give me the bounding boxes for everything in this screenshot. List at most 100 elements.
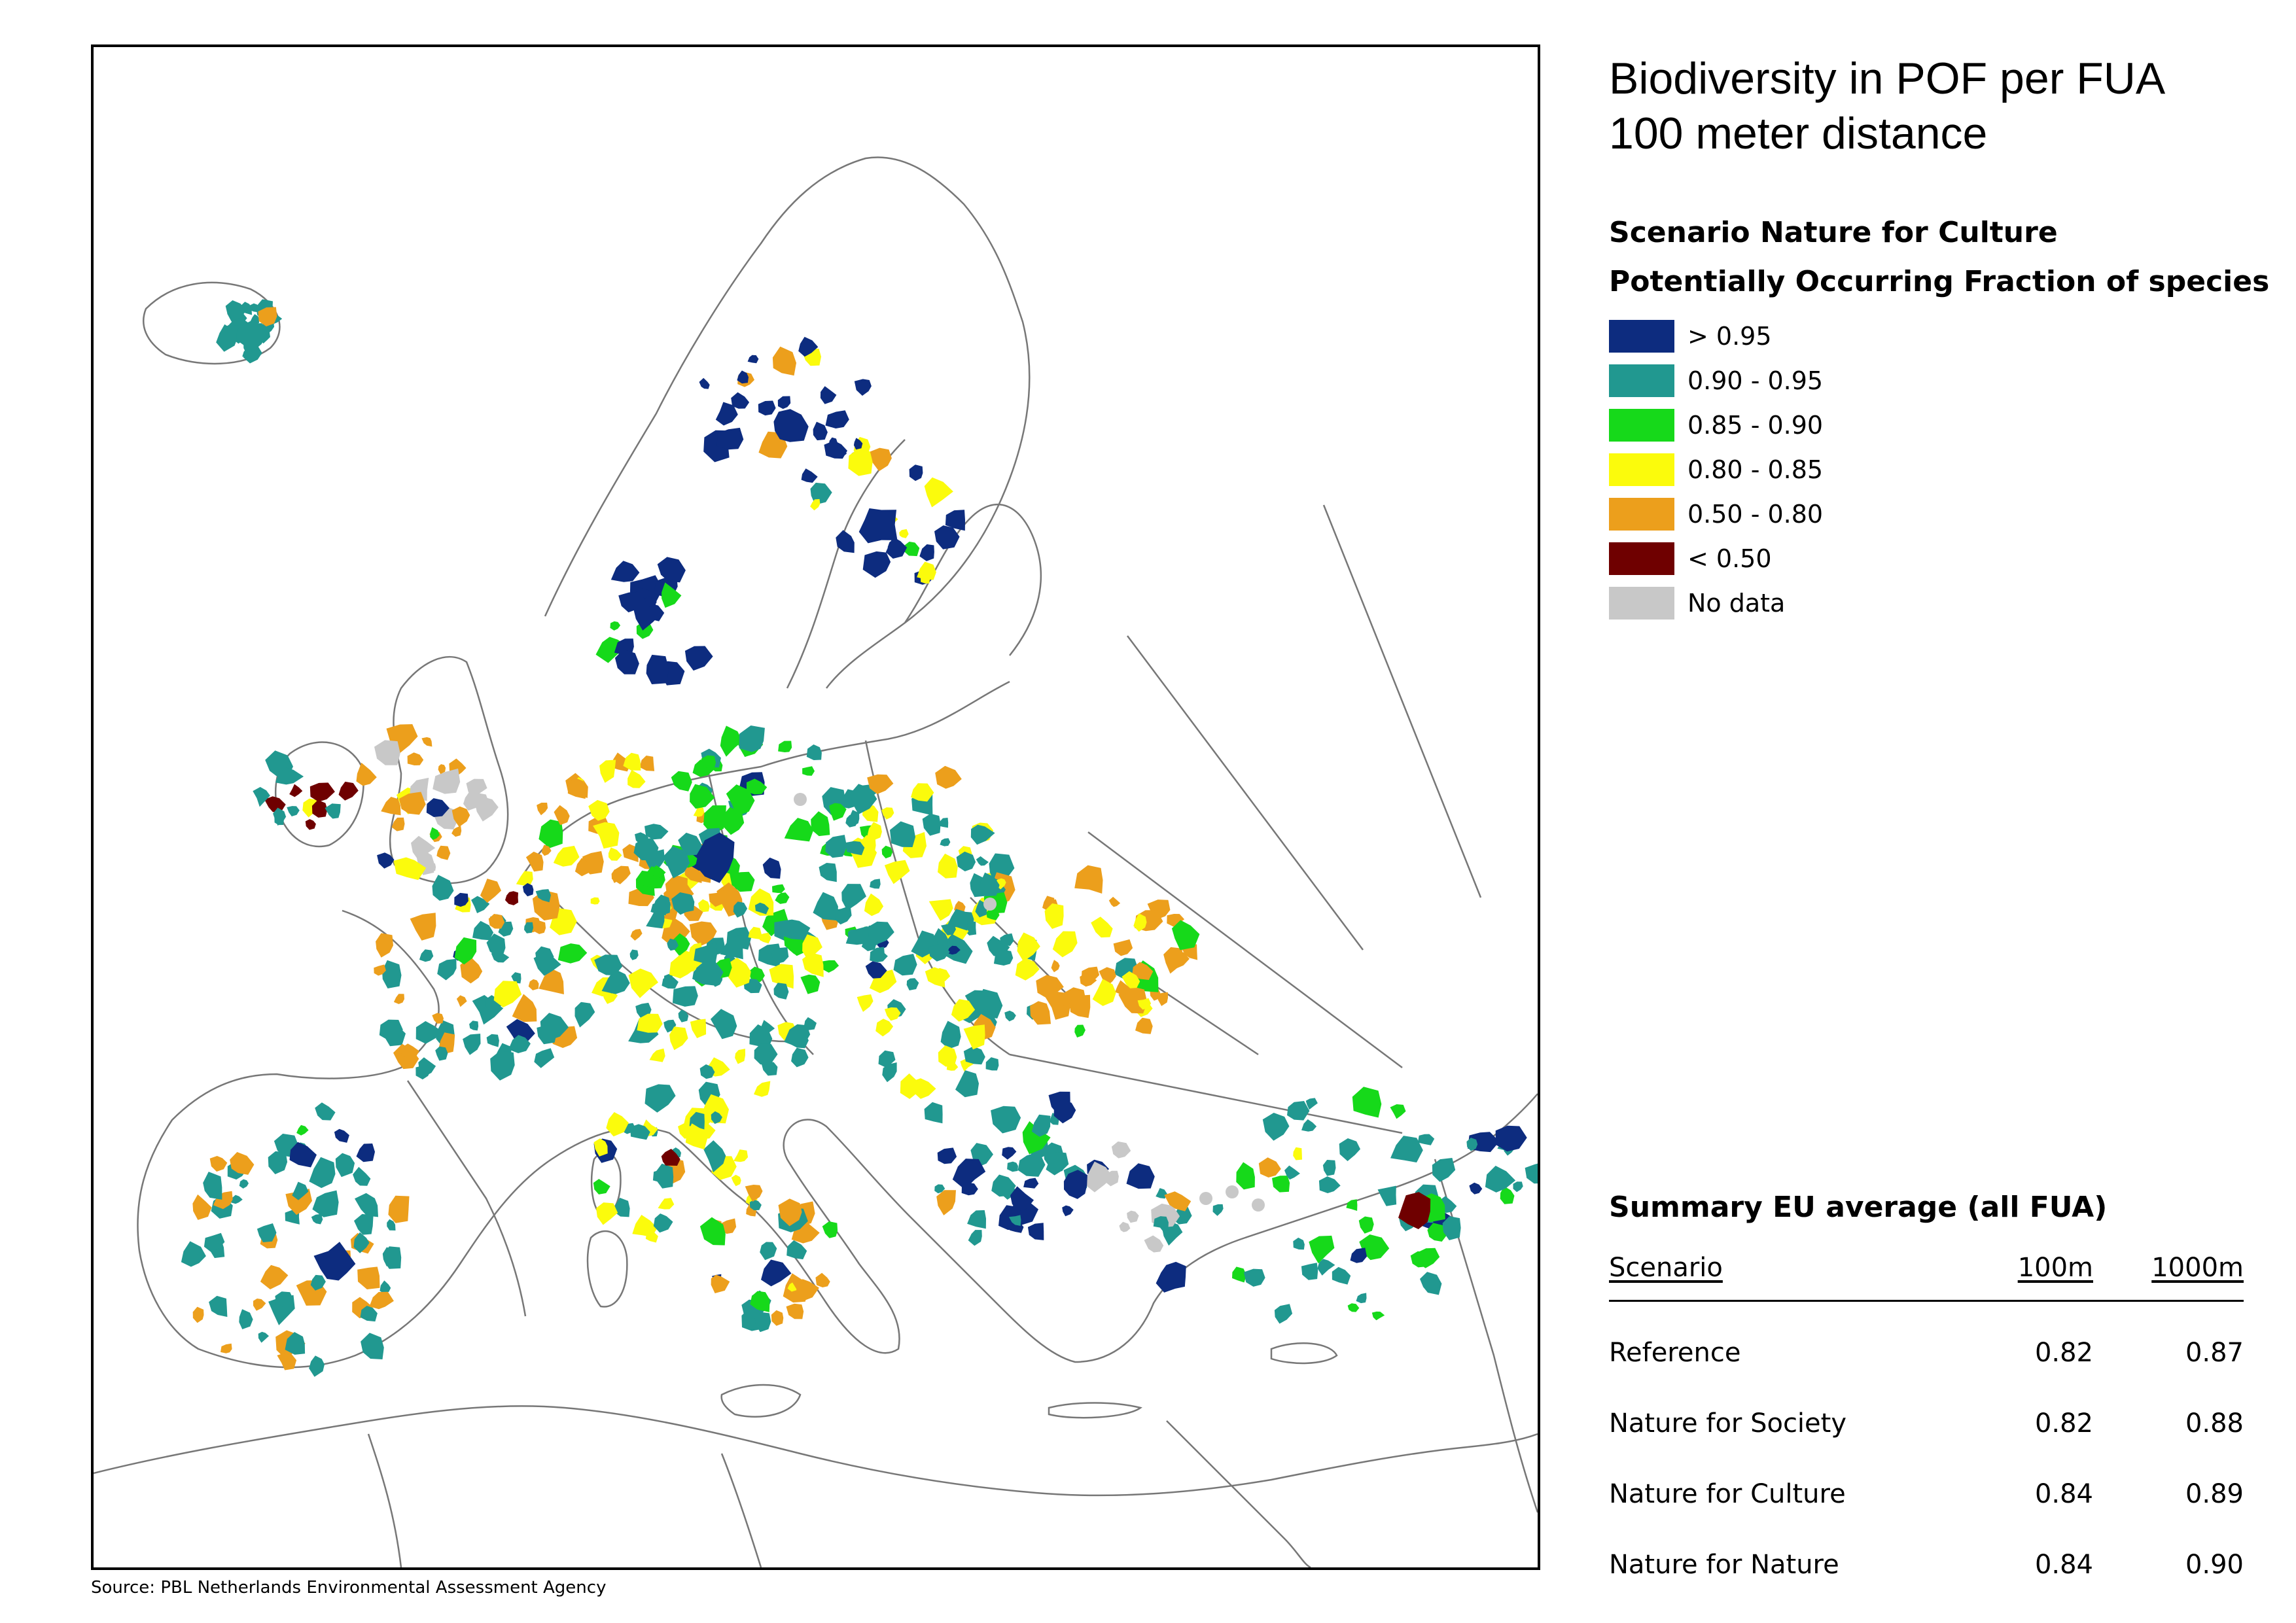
fua-region <box>865 961 887 979</box>
fua-region <box>356 762 377 786</box>
fua-region <box>1153 1216 1169 1230</box>
fua-region <box>978 872 1000 896</box>
fua-region <box>869 447 892 472</box>
fua-region <box>1390 1136 1423 1162</box>
fua-region <box>253 1299 266 1311</box>
row-value-1000m: 0.88 <box>2185 1408 2244 1439</box>
row-scenario: Reference <box>1609 1338 1741 1368</box>
fua-region <box>711 1274 730 1293</box>
fua-region <box>334 1128 349 1143</box>
fua-region <box>832 905 852 925</box>
fua-region <box>588 799 610 821</box>
legend-label: 0.80 - 0.85 <box>1687 455 1824 484</box>
fua-region <box>451 826 462 837</box>
fua-region <box>698 899 710 913</box>
fua-regions <box>181 299 1538 1377</box>
fua-region <box>1377 1185 1397 1206</box>
fua-region <box>1000 933 1014 946</box>
fua-region <box>1135 1017 1153 1034</box>
fua-region <box>554 805 570 826</box>
europe-map[interactable] <box>94 47 1538 1567</box>
fua-region <box>1284 1165 1300 1180</box>
fua-region <box>772 346 796 376</box>
fua-region <box>1301 1119 1317 1132</box>
fua-region <box>1173 1206 1192 1225</box>
fua-region <box>1347 1303 1360 1312</box>
fua-region <box>287 806 300 816</box>
fua-region <box>1232 1266 1247 1283</box>
fua-region <box>938 1045 957 1067</box>
fua-region <box>924 1102 943 1124</box>
legend-item-gt095: > 0.95 <box>1609 314 1823 358</box>
fua-region <box>645 1084 676 1113</box>
fua-region <box>985 1057 999 1071</box>
fua-region <box>689 921 717 947</box>
fua-region <box>820 386 837 404</box>
fua-region-large <box>773 409 809 442</box>
fua-region <box>1495 1125 1527 1152</box>
fua-region <box>754 902 769 915</box>
fua-region <box>909 464 923 481</box>
fua-region <box>260 1265 289 1289</box>
fua-region <box>900 1073 922 1099</box>
fua-region <box>1108 896 1121 907</box>
map-frame[interactable] <box>91 44 1540 1570</box>
fua-region <box>574 858 591 877</box>
fua-region <box>940 1021 961 1049</box>
fua-region <box>525 851 544 872</box>
legend-item-050-080: 0.50 - 0.80 <box>1609 492 1823 536</box>
fua-region <box>516 871 533 886</box>
fua-region <box>1053 1099 1076 1124</box>
fua-region <box>593 1179 610 1195</box>
row-scenario: Nature for Nature <box>1609 1550 1839 1580</box>
fua-region <box>630 929 643 941</box>
fua-region <box>1115 980 1131 995</box>
fua-region <box>437 958 457 981</box>
legend-label: 0.85 - 0.90 <box>1687 411 1824 440</box>
fua-region <box>335 1153 355 1178</box>
table-row: Nature for Society 0.82 0.88 <box>1609 1388 2244 1459</box>
fua-region <box>593 822 620 849</box>
fua-region <box>1371 1311 1385 1321</box>
fua-region <box>387 1219 396 1230</box>
fua-region <box>353 1166 371 1186</box>
fua-region <box>813 892 838 921</box>
fua-region <box>792 1279 819 1302</box>
legend-swatch <box>1609 364 1674 397</box>
legend-item-080-085: 0.80 - 0.85 <box>1609 447 1823 492</box>
fua-region <box>454 892 468 907</box>
fua-region <box>936 1190 956 1215</box>
fua-region <box>1322 1160 1336 1176</box>
fua-region <box>1339 1138 1360 1161</box>
fua-region <box>745 1185 763 1202</box>
fua-region <box>819 863 837 882</box>
fua-region <box>418 1057 436 1077</box>
fua-region <box>357 1266 380 1289</box>
fua-region <box>537 803 548 816</box>
fua-region <box>534 1048 555 1068</box>
fua-region <box>1074 1024 1086 1038</box>
fua-region <box>701 755 716 769</box>
fua-region <box>672 986 698 1007</box>
fua-region <box>1500 1186 1515 1204</box>
fua-region <box>976 856 989 866</box>
fua-region <box>539 819 563 848</box>
fua-region <box>963 1024 985 1050</box>
fua-region <box>596 1202 618 1225</box>
fua-region <box>678 1009 689 1022</box>
fua-region <box>1432 1158 1456 1182</box>
fua-region <box>1466 1138 1478 1151</box>
fua-region <box>747 355 759 364</box>
fua-region <box>289 1142 317 1168</box>
fua-region <box>599 759 616 783</box>
fua-region <box>400 1043 419 1058</box>
fua-region <box>618 591 649 613</box>
fua-region <box>777 396 791 410</box>
fua-region <box>1410 1251 1430 1268</box>
fua-region <box>810 498 821 511</box>
row-value-100m: 0.84 <box>2034 1479 2093 1509</box>
fua-region <box>762 857 781 879</box>
row-value-1000m: 0.87 <box>2185 1338 2244 1368</box>
fua-region <box>761 1061 778 1076</box>
row-scenario: Nature for Society <box>1609 1408 1847 1439</box>
